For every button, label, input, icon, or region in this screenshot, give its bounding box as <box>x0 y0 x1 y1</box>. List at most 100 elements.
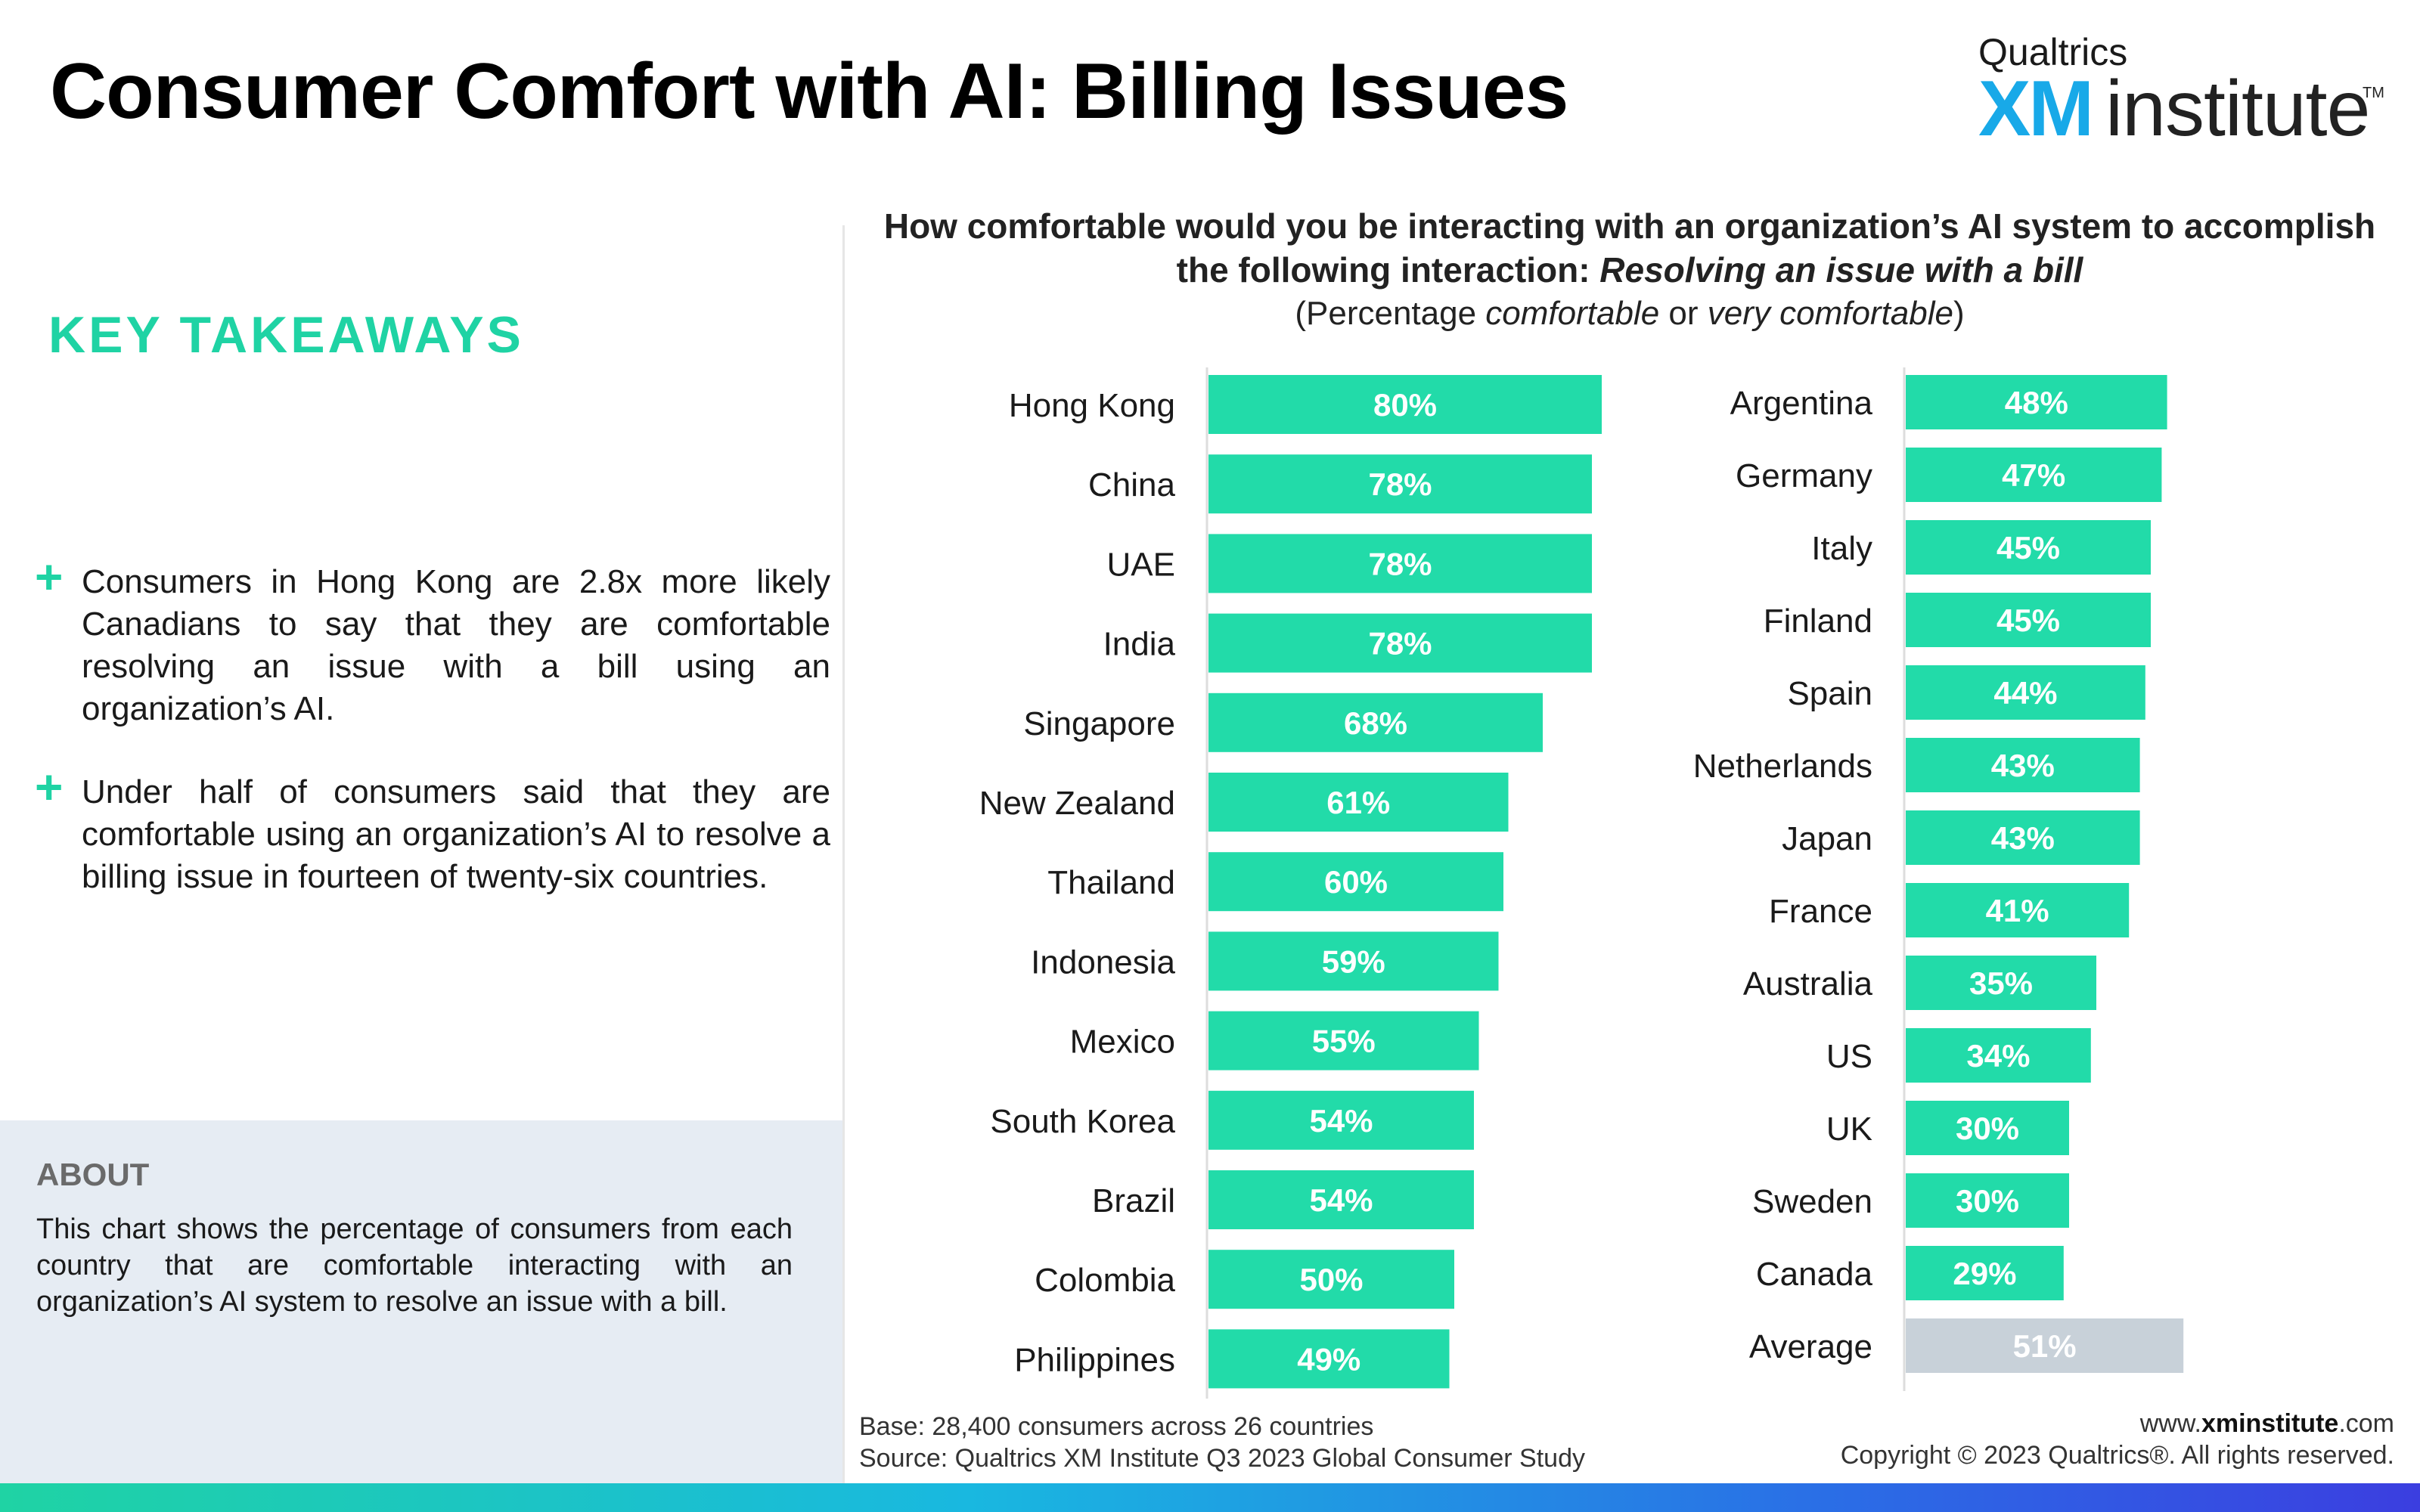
data-label: 35% <box>1969 965 2033 1001</box>
data-label: 59% <box>1322 943 1385 979</box>
category-label: China <box>1088 466 1175 503</box>
category-label: Finland <box>1764 603 1872 640</box>
category-label: Canada <box>1756 1256 1873 1293</box>
footer-base: Base: 28,400 consumers across 26 countri… <box>859 1412 1374 1441</box>
about-panel: ABOUT This chart shows the percentage of… <box>0 1120 842 1483</box>
data-label: 61% <box>1326 785 1390 820</box>
category-label: South Korea <box>990 1103 1175 1140</box>
url-prefix: www. <box>2139 1409 2201 1438</box>
data-label: 78% <box>1368 546 1432 581</box>
section-divider <box>842 225 845 1483</box>
subtitle-open: (Percentage <box>1295 295 1486 332</box>
bar-thailand <box>1208 852 1503 912</box>
category-label: Spain <box>1787 675 1872 712</box>
bar-mexico <box>1208 1011 1479 1070</box>
category-label: UK <box>1826 1111 1872 1148</box>
logo-institute-text: institute <box>2105 65 2370 153</box>
category-label: Germany <box>1736 457 1872 494</box>
chart-question: How comfortable would you be interacting… <box>855 204 2405 336</box>
about-text: This chart shows the percentage of consu… <box>36 1213 793 1318</box>
url-domain: xminstitute <box>2201 1409 2339 1438</box>
category-label: UAE <box>1107 546 1175 583</box>
key-takeaways-heading: KEY TAKEAWAYS <box>48 306 524 364</box>
data-label: 43% <box>1991 748 2055 783</box>
data-label: 30% <box>1956 1183 2019 1219</box>
plus-icon: + <box>35 760 64 814</box>
logo-trademark: TM <box>2363 85 2384 101</box>
category-label: Netherlands <box>1693 748 1872 785</box>
category-label: India <box>1103 626 1176 663</box>
data-label: 78% <box>1368 626 1432 662</box>
bar-chart: Hong Kong 80% China 78% UAE 78% India 78% Singap… <box>979 367 2184 1399</box>
question-line-2: the following interaction: Resolving an … <box>855 248 2405 292</box>
bar-india <box>1208 613 1592 673</box>
category-label: US <box>1826 1038 1872 1075</box>
question-line-1: How comfortable would you be interacting… <box>883 206 2376 246</box>
page-title: Consumer Comfort with AI: Billing Issues <box>50 48 1568 135</box>
plus-icon: + <box>35 550 64 604</box>
bar-japan <box>1906 810 2140 865</box>
bar-australia <box>1906 956 2096 1010</box>
category-label: Argentina <box>1730 385 1873 422</box>
category-label: Australia <box>1743 965 1873 1002</box>
bar-sweden <box>1906 1173 2069 1228</box>
footer-notes: Base: 28,400 consumers across 26 countri… <box>859 1411 1585 1474</box>
bar-france <box>1906 883 2130 937</box>
data-label: 80% <box>1373 387 1437 423</box>
category-label: Philippines <box>1014 1341 1175 1378</box>
bar-uae <box>1208 534 1592 593</box>
data-label: 54% <box>1309 1103 1373 1139</box>
data-label: 41% <box>1986 893 2049 928</box>
category-label: Thailand <box>1047 864 1175 901</box>
bar-spain <box>1906 665 2145 720</box>
website-link[interactable]: www.xminstitute.com <box>1841 1408 2394 1439</box>
category-label: Japan <box>1782 820 1872 857</box>
data-label: 29% <box>1953 1256 2016 1291</box>
data-label: 45% <box>1996 603 2060 638</box>
category-label: Sweden <box>1752 1183 1872 1220</box>
bar-canada <box>1906 1246 2064 1300</box>
bar-new-zealand <box>1208 773 1509 832</box>
bar-netherlands <box>1906 738 2140 792</box>
takeaway-text: Consumers in Hong Kong are 2.8x more lik… <box>82 563 830 727</box>
bar-south-korea <box>1208 1090 1474 1150</box>
about-heading: ABOUT <box>36 1157 150 1192</box>
logo-xm-text: XM <box>1978 65 2094 153</box>
bar-china <box>1208 454 1592 514</box>
subtitle-comfortable: comfortable <box>1485 295 1660 332</box>
bar-uk <box>1906 1101 2069 1155</box>
url-suffix: .com <box>2338 1409 2394 1438</box>
data-label: 45% <box>1996 530 2060 565</box>
question-subtitle: (Percentage comfortable or very comforta… <box>855 292 2405 336</box>
subtitle-or: or <box>1659 295 1708 332</box>
bar-germany <box>1906 448 2162 502</box>
category-label: Brazil <box>1092 1182 1175 1219</box>
data-label: 47% <box>2002 457 2065 493</box>
copyright-text: Copyright © 2023 Qualtrics®. All rights … <box>1840 1441 2394 1470</box>
data-label: 54% <box>1309 1182 1373 1218</box>
data-label: 43% <box>1991 820 2055 856</box>
category-label: France <box>1769 893 1872 930</box>
data-label: 50% <box>1299 1262 1363 1297</box>
logo-qualtrics-text: Qualtrics <box>1978 31 2128 73</box>
question-interaction: Resolving an issue with a bill <box>1599 250 2083 290</box>
data-label: 30% <box>1956 1111 2019 1146</box>
footer-credits: www.xminstitute.com Copyright © 2023 Qua… <box>1841 1408 2394 1471</box>
bar-argentina <box>1906 375 2167 429</box>
data-label: 49% <box>1297 1341 1360 1377</box>
subtitle-close: ) <box>1953 295 1965 332</box>
bar-brazil <box>1208 1170 1474 1229</box>
bar-hong-kong <box>1208 375 1602 434</box>
bar-average <box>1906 1318 2184 1373</box>
data-label: 34% <box>1966 1038 2030 1074</box>
bar-indonesia <box>1208 931 1499 991</box>
category-label: Mexico <box>1070 1024 1175 1061</box>
bar-finland <box>1906 593 2151 647</box>
bar-us <box>1906 1028 2091 1083</box>
category-label: Singapore <box>1023 705 1175 742</box>
bar-italy <box>1906 520 2151 575</box>
category-label: Italy <box>1811 530 1872 567</box>
question-lead: the following interaction: <box>1176 250 1600 290</box>
xm-institute-logo: Qualtrics XM institute TM <box>1978 30 2387 151</box>
subtitle-very-comfortable: very comfortable <box>1707 295 1953 332</box>
